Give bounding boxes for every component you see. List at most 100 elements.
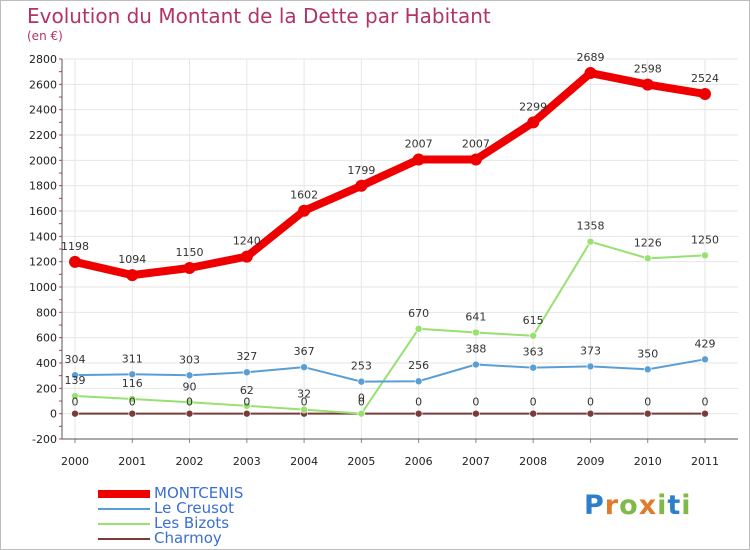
data-point-les-bizots (300, 405, 308, 414)
data-point-le-creusot (243, 368, 251, 377)
data-point-montcenis (126, 269, 139, 282)
x-tick-label: 2008 (519, 455, 547, 468)
x-tick-label: 2005 (347, 455, 375, 468)
data-label-montcenis: 2598 (634, 63, 662, 76)
x-tick-label: 2006 (405, 455, 433, 468)
data-point-les-bizots (414, 324, 423, 333)
data-point-les-bizots (472, 328, 480, 337)
data-label-les-bizots: 139 (65, 374, 86, 387)
data-label-charmoy: 0 (587, 396, 594, 409)
data-label-les-bizots: 0 (358, 392, 365, 405)
data-point-le-creusot (586, 362, 595, 371)
data-label-charmoy: 0 (186, 396, 193, 409)
data-label-montcenis: 2007 (405, 137, 433, 150)
y-tick-label: 2600 (29, 78, 57, 91)
data-label-montcenis: 2007 (462, 137, 490, 150)
data-label-charmoy: 0 (72, 396, 79, 409)
legend-swatch-montcenis (98, 489, 150, 498)
data-point-le-creusot (357, 377, 366, 386)
x-tick-label: 2011 (691, 455, 719, 468)
data-label-charmoy: 0 (472, 396, 479, 409)
data-point-montcenis (699, 87, 711, 100)
legend-label-montcenis: MONTCENIS (154, 484, 244, 502)
data-label-charmoy: 0 (702, 396, 709, 409)
data-label-les-bizots: 116 (122, 377, 143, 390)
data-label-charmoy: 0 (530, 396, 537, 409)
legend-label-les-bizots: Les Bizots (154, 514, 230, 532)
y-tick-label: 2200 (29, 129, 57, 142)
data-label-charmoy: 0 (243, 396, 250, 409)
data-point-les-bizots (357, 409, 366, 418)
data-label-charmoy: 0 (129, 396, 136, 409)
data-point-les-bizots (185, 398, 194, 407)
logo-letter: r (604, 490, 620, 521)
data-point-montcenis (69, 255, 81, 268)
data-label-les-bizots: 32 (297, 388, 311, 401)
y-tick-label: 1200 (29, 256, 57, 269)
legend: MONTCENIS Le Creusot Les Bizots Charmoy (98, 486, 243, 546)
data-point-le-creusot (128, 370, 137, 379)
legend-item-les-bizots: Les Bizots (98, 516, 243, 531)
data-label-le-creusot: 253 (351, 360, 372, 373)
data-point-le-creusot (529, 363, 537, 372)
data-point-charmoy (185, 409, 194, 418)
legend-item-le-creusot: Le Creusot (98, 501, 243, 516)
data-label-montcenis: 1094 (118, 253, 146, 266)
data-label-le-creusot: 311 (122, 352, 143, 365)
logo-letter: x (638, 490, 658, 521)
chart-subtitle: (en €) (27, 29, 63, 43)
legend-item-charmoy: Charmoy (98, 531, 243, 546)
data-point-le-creusot (185, 371, 194, 380)
data-point-montcenis (469, 153, 482, 166)
data-label-le-creusot: 363 (523, 346, 544, 359)
y-tick-label: 1600 (29, 205, 57, 218)
data-point-le-creusot (472, 360, 480, 369)
logo-letter: t (667, 490, 682, 521)
legend-swatch-charmoy (98, 537, 150, 540)
y-tick-label: 2400 (29, 104, 57, 117)
data-point-le-creusot (701, 355, 709, 364)
data-label-montcenis: 1799 (347, 164, 375, 177)
data-label-le-creusot: 303 (179, 353, 200, 366)
data-label-les-bizots: 1226 (634, 236, 662, 249)
data-point-montcenis (527, 116, 540, 129)
data-point-montcenis (183, 262, 196, 274)
y-tick-label: 800 (36, 306, 57, 319)
data-point-charmoy (529, 409, 537, 418)
chart-title: Evolution du Montant de la Dette par Hab… (27, 4, 491, 28)
series-line-montcenis (71, 69, 709, 280)
data-label-charmoy: 0 (358, 396, 365, 409)
data-label-le-creusot: 429 (695, 337, 716, 350)
data-label-charmoy: 0 (415, 396, 422, 409)
data-point-les-bizots (529, 331, 537, 340)
data-label-le-creusot: 373 (580, 344, 601, 357)
data-label-charmoy: 0 (301, 396, 308, 409)
data-label-les-bizots: 1250 (691, 233, 719, 246)
data-label-montcenis: 1150 (176, 246, 204, 259)
data-label-le-creusot: 367 (294, 345, 315, 358)
data-point-charmoy (414, 409, 423, 418)
y-tick-label: 400 (36, 357, 57, 370)
data-point-les-bizots (643, 254, 652, 263)
legend-swatch-les-bizots (98, 522, 150, 525)
x-tick-label: 2001 (118, 455, 146, 468)
data-point-les-bizots (71, 392, 79, 400)
data-point-charmoy (71, 409, 79, 418)
legend-item-montcenis: MONTCENIS (98, 486, 243, 501)
y-tick-label: 200 (36, 382, 57, 395)
logo-letter: i (681, 490, 692, 521)
x-tick-label: 2010 (634, 455, 662, 468)
data-point-les-bizots (243, 402, 251, 410)
legend-label-charmoy: Charmoy (154, 529, 222, 547)
y-tick-label: 600 (36, 332, 57, 345)
data-label-le-creusot: 388 (465, 343, 486, 356)
data-label-le-creusot: 256 (408, 359, 429, 372)
y-tick-label: 2800 (29, 53, 57, 66)
data-point-le-creusot (643, 365, 652, 374)
data-label-les-bizots: 615 (523, 314, 544, 327)
series-line-les-bizots (74, 240, 706, 415)
data-label-charmoy: 0 (644, 396, 651, 409)
data-label-montcenis: 2689 (576, 51, 604, 64)
x-tick-label: 2004 (290, 455, 318, 468)
data-point-montcenis (355, 179, 368, 192)
